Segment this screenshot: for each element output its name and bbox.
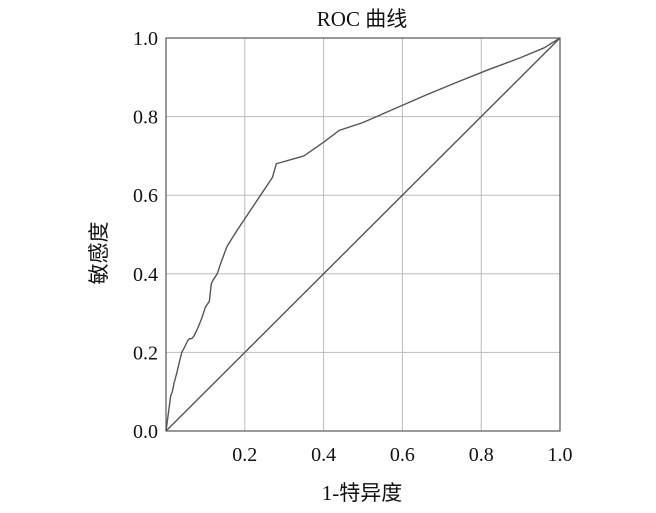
y-tick-label: 0.8 xyxy=(133,107,158,129)
grid-lines xyxy=(166,38,560,431)
chart-title: ROC 曲线 xyxy=(317,7,407,31)
y-tick-label: 0.2 xyxy=(133,342,158,364)
x-tick-label: 0.4 xyxy=(311,444,336,466)
y-tick-label: 0.4 xyxy=(133,264,158,286)
x-tick-label: 1.0 xyxy=(548,444,573,466)
y-tick-label: 0.0 xyxy=(133,421,158,443)
tick-labels: 0.2 0.4 0.6 0.8 1.0 0.0 0.2 0.4 0.6 0.8 1.0 xyxy=(133,28,573,466)
reference-diagonal xyxy=(165,37,561,432)
roc-curve xyxy=(165,37,561,432)
x-axis-label: 1-特异度 xyxy=(322,481,403,505)
x-tick-label: 0.8 xyxy=(469,444,494,466)
y-tick-label: 0.6 xyxy=(133,185,158,207)
x-tick-label: 0.6 xyxy=(390,444,415,466)
y-axis-label: 敏感度 xyxy=(87,222,111,285)
x-tick-label: 0.2 xyxy=(232,444,257,466)
series-group xyxy=(165,37,561,432)
plot-frame xyxy=(165,37,561,432)
y-tick-label: 1.0 xyxy=(133,28,158,50)
